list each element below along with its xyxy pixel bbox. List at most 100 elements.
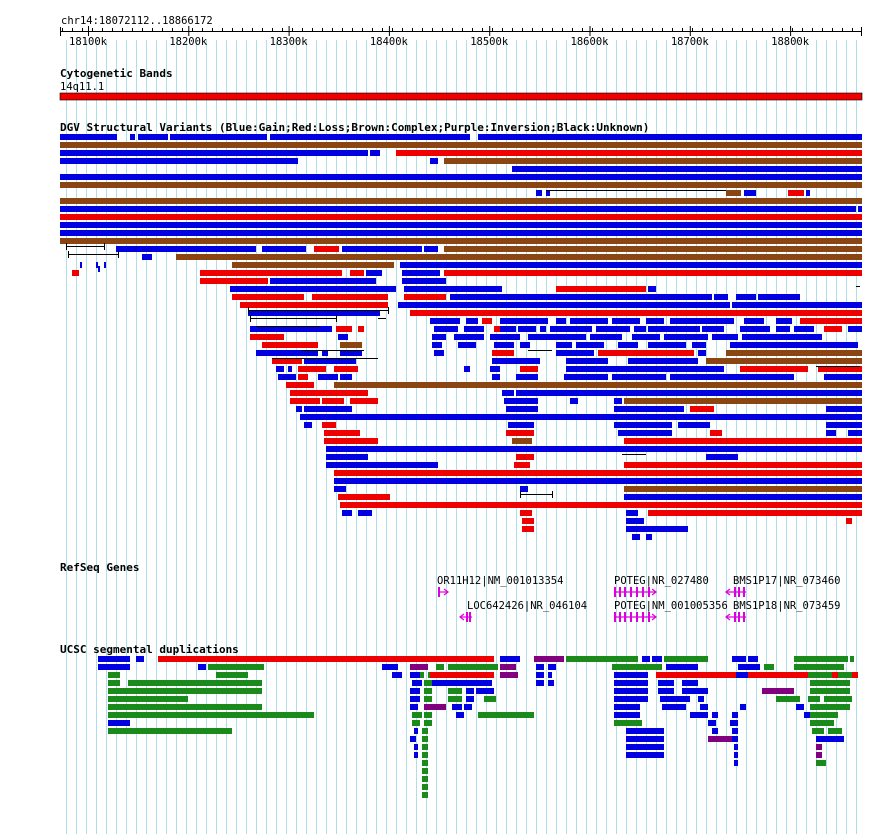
dgv-variant <box>434 326 458 332</box>
gene-label-or11h12[interactable]: OR11H12|NM_001013354 <box>437 575 564 587</box>
dgv-variant <box>250 334 284 340</box>
segdup-feature <box>548 672 552 678</box>
dgv-variant <box>826 422 862 428</box>
segdup-feature <box>412 680 422 686</box>
segdup-feature <box>614 680 648 686</box>
dgv-variant <box>540 326 546 332</box>
dgv-variant <box>794 326 814 332</box>
dgv-variant <box>138 134 168 140</box>
dgv-variant <box>550 326 592 332</box>
cytoband-14q11.1 <box>59 92 863 101</box>
dgv-variant <box>60 198 862 204</box>
dgv-variant <box>520 342 530 348</box>
dgv-variant <box>758 294 800 300</box>
dgv-variant <box>824 374 862 380</box>
segdup-feature <box>614 720 642 726</box>
dgv-variant <box>518 326 536 332</box>
dgv-variant <box>632 534 640 540</box>
segdup-feature <box>612 664 662 670</box>
segdup-feature <box>424 688 432 694</box>
dgv-variant <box>596 326 630 332</box>
segdup-track-title: UCSC segmental duplications <box>60 643 239 656</box>
segdup-feature <box>566 656 638 662</box>
gene-label-poteg-nr[interactable]: POTEG|NR_027480 <box>614 575 709 587</box>
dgv-variant <box>522 526 534 532</box>
dgv-variant <box>312 294 388 300</box>
segdup-feature <box>448 696 462 702</box>
dgv-variant <box>300 414 862 420</box>
segdup-feature <box>656 672 858 678</box>
gene-label-bms1p17[interactable]: BMS1P17|NR_073460 <box>733 575 841 587</box>
dgv-variant <box>60 134 117 140</box>
dgv-variant <box>142 254 152 260</box>
segdup-feature <box>198 664 206 670</box>
dgv-variant <box>288 366 292 372</box>
gene-strand-arrow <box>459 613 465 621</box>
segdup-feature <box>736 672 748 678</box>
segdup-feature <box>626 728 664 734</box>
dgv-variant <box>60 174 862 180</box>
dgv-variant <box>326 446 862 452</box>
segdup-feature <box>136 656 144 662</box>
segdup-feature <box>98 664 130 670</box>
gene-label-bms1p18[interactable]: BMS1P18|NR_073459 <box>733 600 841 612</box>
segdup-feature <box>810 712 838 718</box>
dgv-variant <box>200 270 342 276</box>
dgv-variant <box>826 406 862 412</box>
dgv-variant <box>334 382 862 388</box>
dgv-variant <box>520 510 532 516</box>
dgv-variant <box>648 342 686 348</box>
dgv-variant <box>494 326 500 332</box>
dgv-variant <box>342 246 422 252</box>
segdup-feature <box>466 696 474 702</box>
segdup-feature <box>700 704 708 710</box>
dgv-variant <box>508 422 534 428</box>
gene-loc642426 <box>459 612 472 622</box>
gene-label-poteg-nm[interactable]: POTEG|NM_001005356 <box>614 600 728 612</box>
dgv-variant <box>170 134 267 140</box>
dgv-variant <box>370 150 380 156</box>
dgv-variant <box>358 326 364 332</box>
dgv-variant <box>516 454 534 460</box>
ruler-tick-label: 18200k <box>169 36 208 48</box>
gene-or11h12 <box>438 587 449 597</box>
dgv-variant <box>432 342 442 348</box>
segdup-feature <box>810 688 850 694</box>
segdup-feature <box>422 744 428 750</box>
dgv-variant <box>336 326 352 332</box>
dgv-variant <box>566 366 724 372</box>
dgv-variant <box>706 454 738 460</box>
dgv-variant <box>702 326 724 332</box>
segdup-feature <box>660 696 690 702</box>
segdup-feature <box>476 688 494 694</box>
dgv-variant <box>726 190 741 196</box>
segdup-feature <box>732 736 738 742</box>
position-ruler[interactable]: 18100k 18200k 18300k 18400k 18500k 18600k 1870… <box>0 0 890 50</box>
dgv-variant <box>692 342 706 348</box>
dgv-variant <box>318 374 338 380</box>
dgv-variant <box>492 350 514 356</box>
segdup-feature <box>422 752 428 758</box>
segdup-feature <box>436 664 444 670</box>
dgv-variant <box>670 374 794 380</box>
gene-label-loc642426[interactable]: LOC642426|NR_046104 <box>467 600 588 612</box>
segdup-feature <box>500 672 518 678</box>
dgv-variant <box>266 350 318 356</box>
segdup-feature <box>748 656 758 662</box>
dgv-variant <box>492 358 540 364</box>
gene-strand-arrow <box>725 613 731 621</box>
dgv-variant <box>520 366 538 372</box>
dgv-variant <box>290 398 320 404</box>
gene-exon <box>624 587 626 597</box>
dgv-variant <box>516 390 862 396</box>
segdup-feature <box>422 776 428 782</box>
dgv-variant <box>624 494 862 500</box>
dgv-variant <box>648 326 700 332</box>
segdup-feature <box>422 760 428 766</box>
dgv-variant <box>410 310 862 316</box>
dgv-variant <box>536 190 542 196</box>
segdup-feature <box>732 712 738 718</box>
dgv-variant <box>744 190 756 196</box>
dgv-variant <box>176 254 862 260</box>
